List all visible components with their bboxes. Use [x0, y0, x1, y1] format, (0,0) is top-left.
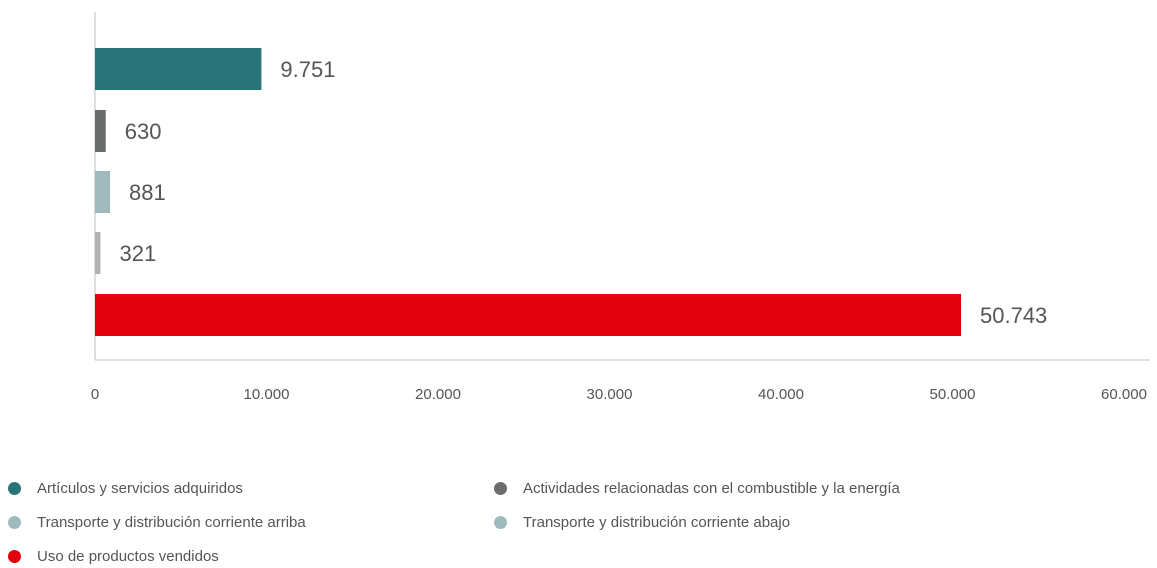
- bar-labels-group: 9.751 630 881 321 50.743: [119, 57, 1047, 328]
- legend: Artículos y servicios adquiridos Activid…: [8, 477, 1108, 567]
- bar: [95, 110, 106, 152]
- bar-value-label: 321: [119, 241, 156, 266]
- x-tick-label: 0: [91, 386, 99, 403]
- legend-item: Transporte y distribución corriente arri…: [8, 511, 494, 533]
- bar: [95, 294, 962, 336]
- bars-group: [95, 48, 962, 336]
- legend-label: Artículos y servicios adquiridos: [37, 479, 243, 497]
- bar-value-label: 881: [129, 180, 166, 205]
- legend-dot-icon: [8, 549, 21, 563]
- legend-dot-icon: [8, 481, 21, 495]
- x-tick-label: 60.000: [1101, 386, 1147, 403]
- legend-label: Actividades relacionadas con el combusti…: [523, 479, 900, 497]
- x-tick-label: 20.000: [415, 386, 461, 403]
- legend-dot-icon: [8, 515, 21, 529]
- legend-item: Artículos y servicios adquiridos: [8, 477, 494, 499]
- bar-chart: 9.751 630 881 321 50.743 0 10.000 20.000 30.000…: [91, 12, 1150, 403]
- bar: [95, 48, 262, 90]
- x-tick-label: 30.000: [587, 386, 633, 403]
- legend-label: Transporte y distribución corriente arri…: [37, 513, 306, 531]
- bar-value-label: 630: [125, 119, 162, 144]
- bar: [95, 171, 111, 213]
- x-tick-labels-group: 0 10.000 20.000 30.000 40.000 50.000 60.000: [91, 386, 1147, 403]
- legend-item: Actividades relacionadas con el combusti…: [494, 477, 1094, 499]
- bar: [95, 232, 101, 274]
- legend-label: Transporte y distribución corriente abaj…: [523, 513, 791, 531]
- legend-dot-icon: [494, 515, 507, 529]
- x-tick-label: 40.000: [758, 386, 804, 403]
- legend-item: Transporte y distribución corriente abaj…: [494, 511, 1094, 533]
- legend-dot-icon: [494, 481, 507, 495]
- x-tick-label: 10.000: [244, 386, 290, 403]
- x-tick-label: 50.000: [930, 386, 976, 403]
- legend-label: Uso de productos vendidos: [37, 547, 219, 565]
- bar-value-label: 50.743: [980, 303, 1047, 328]
- bar-value-label: 9.751: [280, 57, 335, 82]
- legend-item: Uso de productos vendidos: [8, 545, 494, 567]
